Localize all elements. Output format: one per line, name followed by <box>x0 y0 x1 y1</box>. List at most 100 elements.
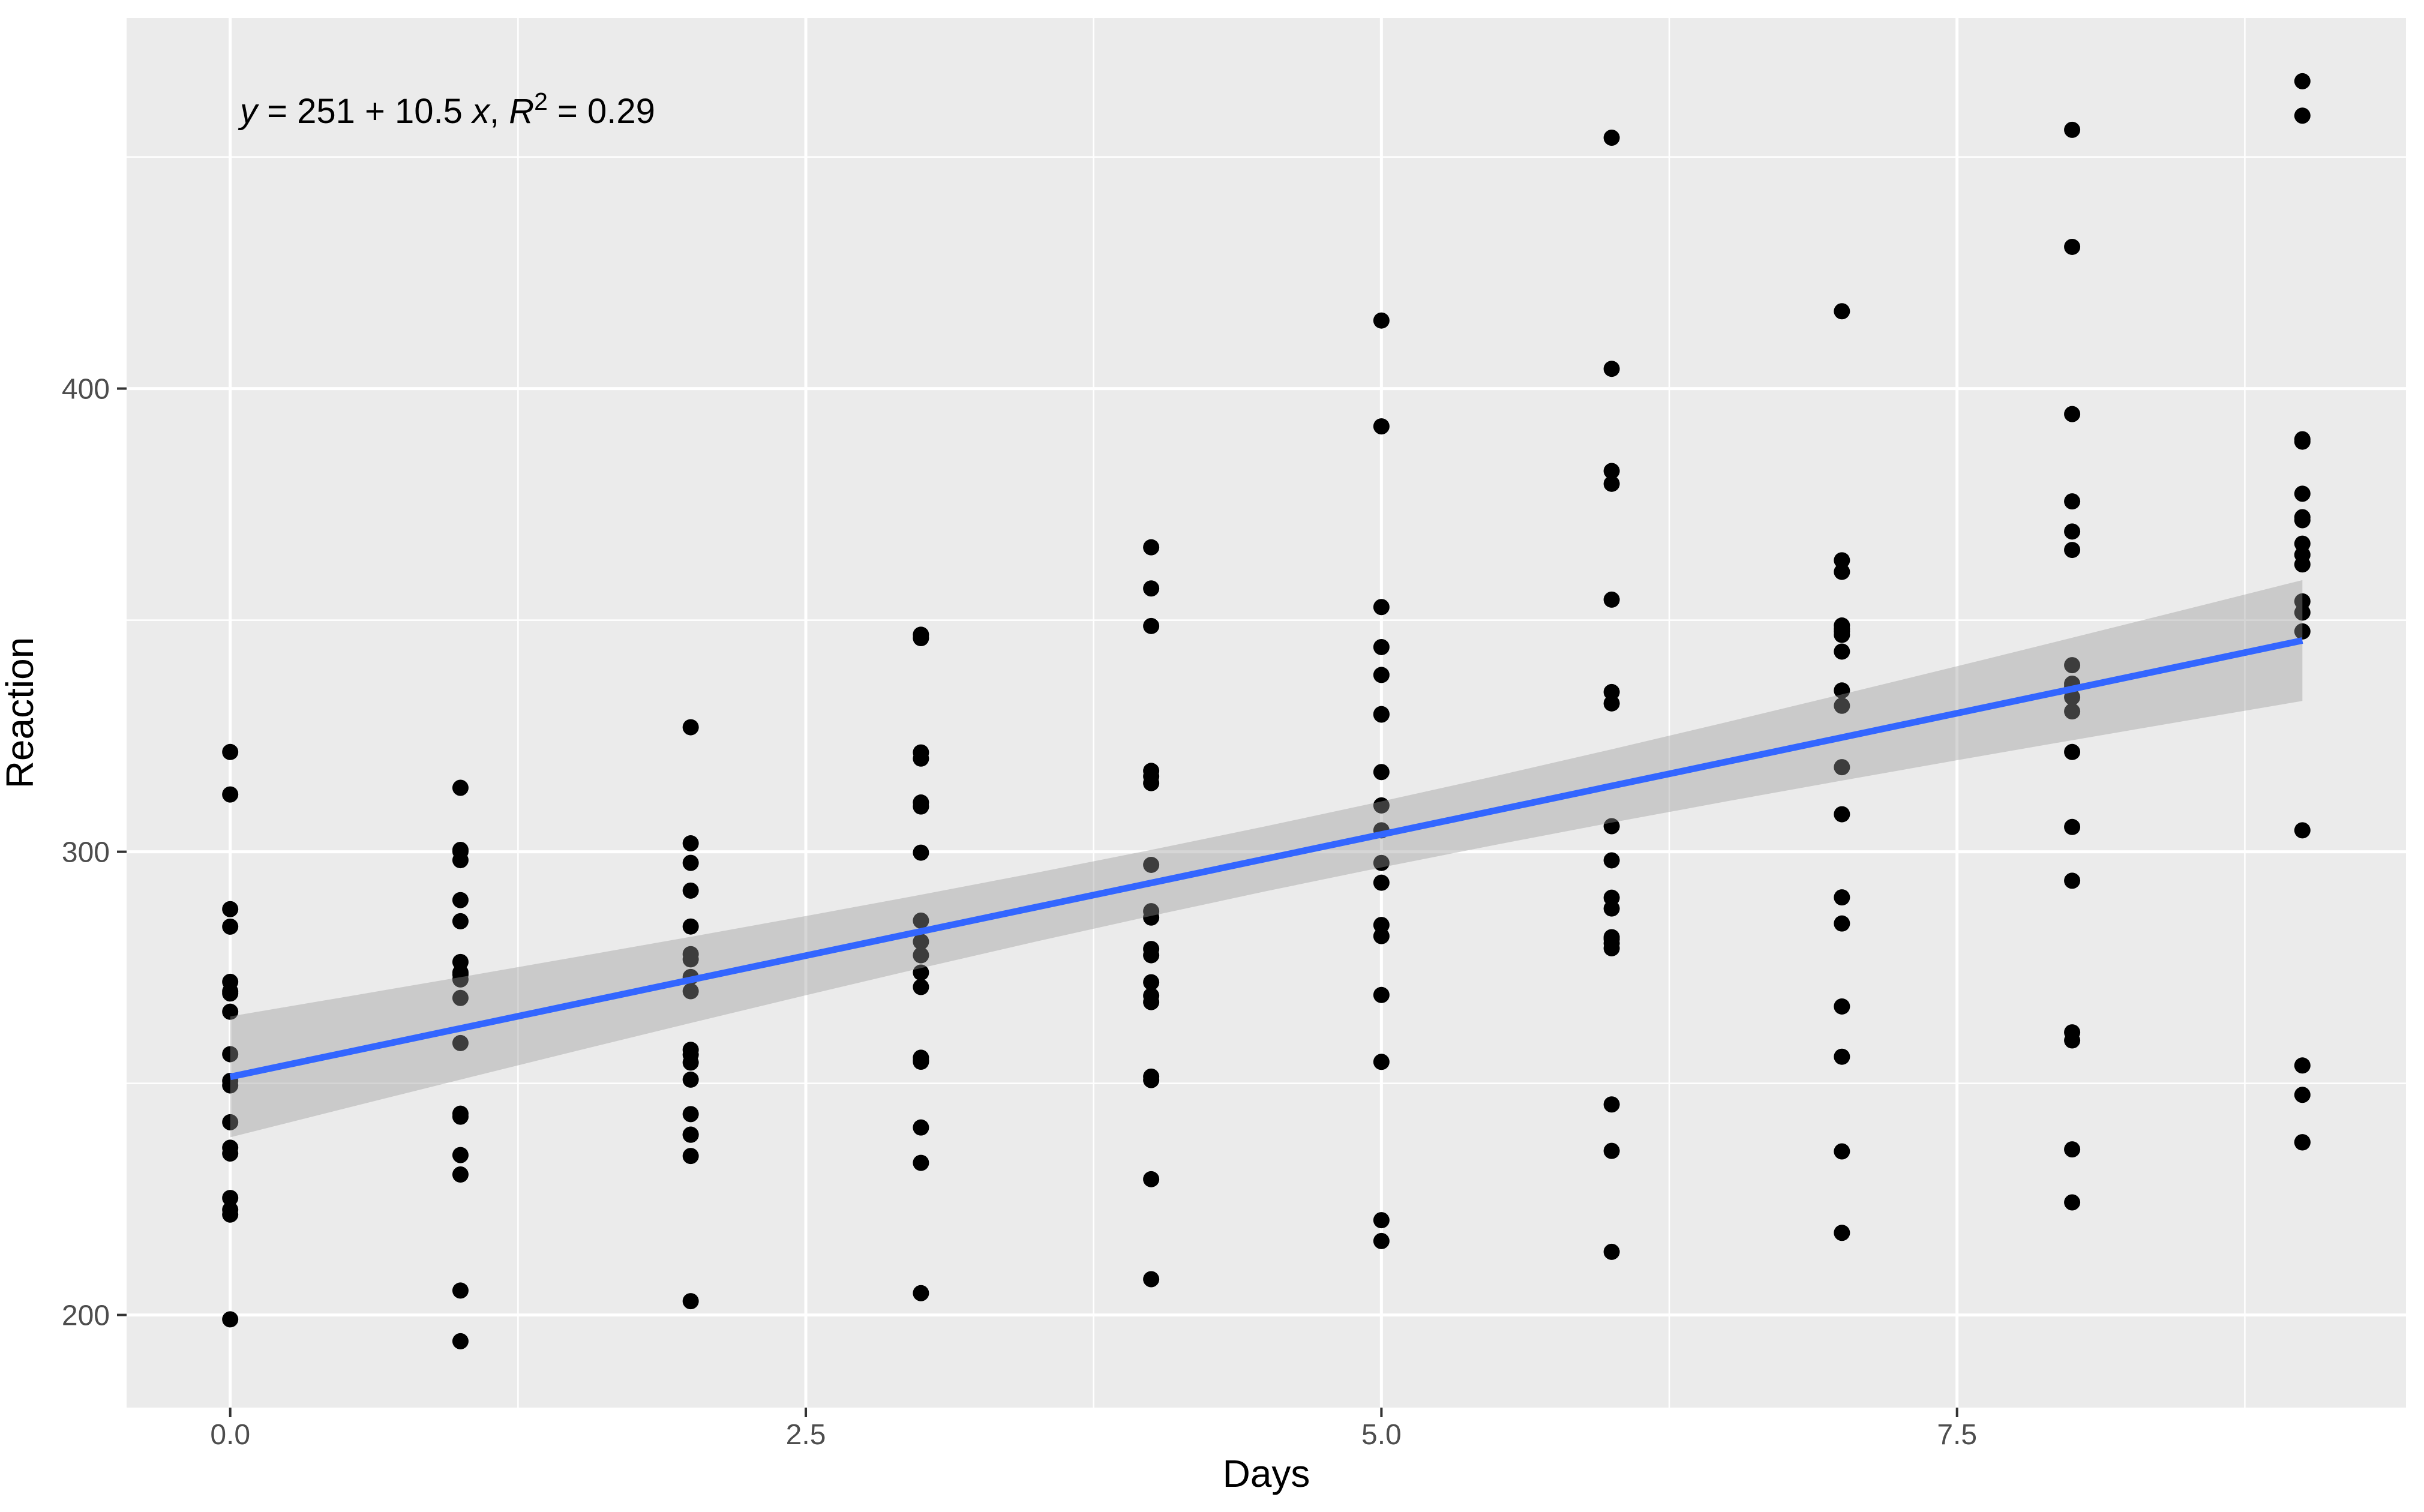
data-point <box>452 989 469 1006</box>
data-point <box>1834 998 1850 1015</box>
data-point <box>913 1154 929 1171</box>
data-point <box>913 979 929 995</box>
data-point <box>2294 623 2311 640</box>
data-point <box>1834 889 1850 906</box>
data-point <box>1143 1271 1160 1288</box>
data-point <box>1143 617 1160 634</box>
data-point <box>1603 129 1620 146</box>
data-point <box>1603 695 1620 712</box>
data-point <box>222 985 239 1002</box>
data-point <box>913 964 929 981</box>
data-point <box>2064 493 2081 510</box>
equation-part: = 0.29 <box>548 92 655 131</box>
data-point <box>452 1147 469 1163</box>
data-point <box>1834 806 1850 823</box>
data-point <box>682 1106 699 1123</box>
x-tick-label: 2.5 <box>786 1419 826 1451</box>
data-point <box>2294 433 2311 450</box>
data-point <box>2294 1134 2311 1151</box>
data-point <box>1603 818 1620 835</box>
data-point <box>2064 1141 2081 1158</box>
data-point <box>1143 856 1160 873</box>
data-point <box>1373 928 1390 944</box>
data-point <box>682 854 699 871</box>
data-point <box>1834 759 1850 776</box>
data-point <box>913 794 929 811</box>
data-point <box>1603 1243 1620 1260</box>
data-point <box>452 913 469 929</box>
data-point <box>1603 683 1620 700</box>
equation-part: R <box>509 92 534 131</box>
data-point <box>682 1126 699 1143</box>
data-point <box>2064 818 2081 835</box>
data-point <box>1373 1212 1390 1229</box>
data-point <box>452 1105 469 1122</box>
data-point <box>1834 643 1850 660</box>
data-point <box>682 719 699 736</box>
data-point <box>913 947 929 964</box>
y-tick-label: 200 <box>62 1300 110 1332</box>
data-point <box>1834 1143 1850 1160</box>
data-point <box>1603 591 1620 608</box>
data-point <box>1603 900 1620 917</box>
equation-part: x <box>470 92 491 131</box>
data-point <box>2294 535 2311 552</box>
data-point <box>2064 703 2081 720</box>
data-point <box>222 1114 239 1130</box>
data-point <box>682 835 699 852</box>
data-point <box>1143 763 1160 779</box>
data-point <box>913 1119 929 1136</box>
equation-part: y <box>238 92 259 131</box>
data-point <box>1603 1142 1620 1159</box>
data-point <box>913 933 929 950</box>
data-point <box>452 852 469 869</box>
data-point <box>913 626 929 643</box>
data-point <box>2294 547 2311 563</box>
data-point <box>1143 974 1160 991</box>
data-point <box>682 1293 699 1310</box>
data-point <box>1373 599 1390 616</box>
data-point <box>1373 1054 1390 1070</box>
data-point <box>222 918 239 935</box>
data-point <box>1834 1048 1850 1065</box>
data-point <box>1834 552 1850 569</box>
data-points <box>222 73 2311 1349</box>
data-point <box>2294 509 2311 526</box>
data-point <box>682 946 699 962</box>
data-point <box>1603 361 1620 377</box>
data-point <box>1373 764 1390 781</box>
data-point <box>682 918 699 935</box>
data-point <box>913 1285 929 1301</box>
data-point <box>682 1148 699 1165</box>
data-point <box>682 882 699 899</box>
data-point <box>222 1003 239 1020</box>
data-point <box>1143 947 1160 964</box>
data-point <box>1603 475 1620 492</box>
data-point <box>222 743 239 760</box>
equation-part: , <box>490 92 509 131</box>
data-point <box>1143 539 1160 556</box>
data-point <box>1373 917 1390 934</box>
data-point <box>2294 107 2311 124</box>
data-point <box>1373 312 1390 329</box>
data-point <box>1143 1072 1160 1088</box>
data-point <box>222 1139 239 1156</box>
data-point <box>222 1190 239 1207</box>
data-point <box>1373 874 1390 891</box>
data-point <box>682 1071 699 1088</box>
data-point <box>1834 1225 1850 1241</box>
regression-line <box>229 637 2303 1081</box>
data-point <box>2294 1087 2311 1103</box>
data-point <box>452 1166 469 1183</box>
data-point <box>1834 303 1850 320</box>
x-tick-label: 7.5 <box>1937 1419 1977 1451</box>
data-point <box>1143 903 1160 920</box>
data-point <box>452 966 469 983</box>
data-point <box>452 892 469 908</box>
equation-part: = 251 + 10.5 <box>257 92 472 131</box>
data-point <box>1834 563 1850 580</box>
equation-part: 2 <box>534 88 548 115</box>
data-point <box>222 1046 239 1063</box>
